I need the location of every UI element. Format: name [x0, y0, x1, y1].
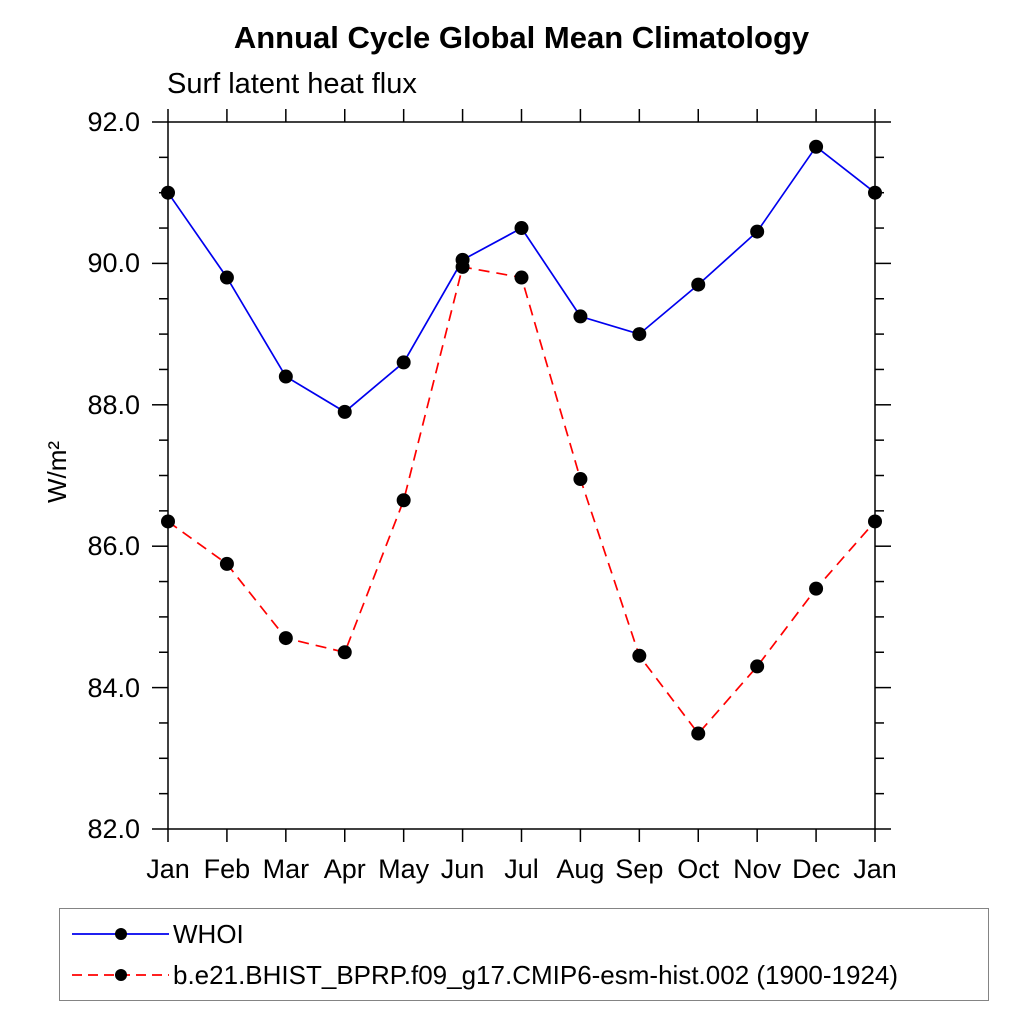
data-point-marker [868, 514, 882, 529]
data-point-marker [278, 631, 293, 646]
x-tick-label: Jan [853, 854, 897, 884]
x-tick-label: Nov [733, 854, 782, 884]
x-tick-label: Dec [792, 854, 841, 884]
legend-marker-dot [115, 928, 127, 940]
data-point-marker [809, 139, 824, 154]
data-point-marker [514, 221, 529, 236]
data-point-marker [750, 659, 765, 674]
data-point-marker [161, 514, 175, 529]
legend-swatch-dashed-line [72, 969, 169, 981]
data-point-marker [219, 556, 234, 571]
legend-label: b.e21.BHIST_BPRP.f09_g17.CMIP6-esm-hist.… [173, 959, 899, 990]
data-point-marker [573, 309, 588, 324]
y-tick-label: 82.0 [87, 814, 140, 844]
x-tick-label: Apr [323, 854, 366, 884]
data-point-marker [691, 277, 706, 292]
data-point-marker [632, 327, 647, 342]
data-point-marker [514, 270, 529, 285]
legend-swatch-solid-line [72, 928, 169, 940]
y-tick-label: 84.0 [87, 672, 140, 703]
data-point-marker [455, 259, 470, 274]
data-point-marker [337, 645, 352, 660]
series-line-1 [167, 265, 876, 735]
y-tick-label: 86.0 [87, 531, 140, 562]
x-tick-label: May [378, 854, 430, 884]
data-point-marker [396, 493, 411, 508]
legend-label: WHOI [173, 918, 244, 949]
x-tick-label: Feb [203, 854, 251, 884]
chart-title: Annual Cycle Global Mean Climatology [233, 20, 810, 55]
x-tick-label: Jan [146, 854, 190, 884]
chart-subtitle: Surf latent heat flux [167, 68, 417, 100]
data-point-marker [809, 581, 824, 596]
data-point-marker [573, 472, 588, 487]
x-tick-label: Jun [440, 854, 485, 884]
data-point-marker [161, 185, 175, 200]
data-point-marker [632, 648, 647, 663]
y-tick-label: 88.0 [87, 389, 140, 420]
legend-entry: WHOI [66, 914, 988, 955]
x-tick-label: Mar [262, 854, 310, 884]
data-point-marker [750, 224, 765, 239]
data-point-marker [396, 355, 411, 370]
x-tick-label: Jul [504, 854, 539, 884]
x-tick-label: Sep [615, 854, 664, 884]
legend-entry: b.e21.BHIST_BPRP.f09_g17.CMIP6-esm-hist.… [66, 955, 988, 996]
y-tick-label: 90.0 [87, 248, 140, 279]
data-point-marker [691, 726, 706, 741]
data-point-marker [219, 270, 234, 285]
x-tick-label: Oct [677, 854, 720, 884]
x-tick-label: Aug [556, 854, 605, 884]
data-point-marker [868, 185, 882, 200]
legend-box: WHOI b.e21.BHIST_BPRP.f09_g17.CMIP6-esm-h… [59, 908, 989, 1001]
data-point-marker [337, 404, 352, 419]
y-tick-label: 92.0 [87, 107, 140, 137]
legend-marker-dot [115, 969, 127, 981]
data-point-marker [278, 369, 293, 384]
